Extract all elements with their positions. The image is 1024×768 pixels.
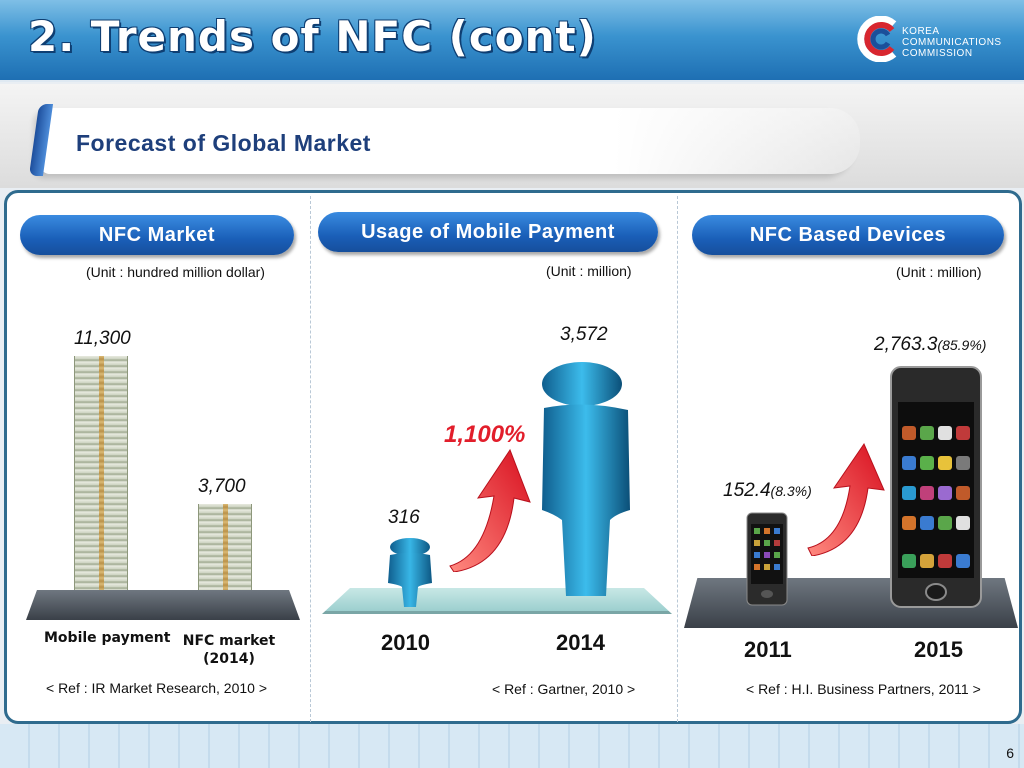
- growth-arrow-icon: [449, 448, 531, 572]
- page-number: 6: [1006, 745, 1014, 761]
- section-subtitle: Forecast of Global Market: [76, 130, 371, 156]
- logo-line-1: KOREA: [902, 26, 940, 37]
- devices-2011-value: 152.4(8.3%): [723, 480, 812, 502]
- footer-bar: [0, 724, 1024, 768]
- glass-platform: [322, 588, 672, 614]
- kcc-logo: KOREA COMMUNICATIONS COMMISSION: [850, 14, 1020, 64]
- devices-2011-number: 152.4: [723, 480, 771, 501]
- money-platform: [26, 590, 300, 620]
- mobile-payment-money-stack: [74, 356, 128, 608]
- nfc-market-label-line-1: NFC market: [182, 633, 276, 649]
- nfc-devices-unit: (Unit : million): [896, 264, 982, 280]
- usage-2010-value: 316: [388, 507, 420, 528]
- phone-2015-icon: [890, 366, 982, 608]
- nfc-market-heading: NFC Market: [20, 215, 294, 255]
- devices-2015-share: (85.9%): [937, 337, 987, 353]
- column-divider: [677, 196, 678, 722]
- nfc-devices-reference: < Ref : H.I. Business Partners, 2011 >: [746, 681, 981, 697]
- person-2014-icon: [542, 362, 630, 596]
- year-2015-label: 2015: [914, 637, 963, 662]
- device-growth-arrow-icon: [807, 442, 885, 556]
- mobile-payment-heading: Usage of Mobile Payment: [318, 212, 658, 252]
- growth-percentage: 1,100%: [444, 421, 526, 448]
- mobile-payment-reference: < Ref : Gartner, 2010 >: [492, 681, 636, 697]
- nfc-market-unit: (Unit : hundred million dollar): [86, 264, 265, 280]
- nfc-devices-heading: NFC Based Devices: [692, 215, 1004, 255]
- nfc-market-reference: < Ref : IR Market Research, 2010 >: [46, 680, 267, 696]
- mobile-payment-value: 11,300: [74, 328, 131, 349]
- nfc-market-value: 3,700: [198, 476, 246, 497]
- devices-2015-value: 2,763.3(85.9%): [874, 334, 986, 356]
- header-bar: 2. Trends of NFC (cont) KOREA COMMUNICAT…: [0, 0, 1024, 82]
- person-2010-icon: [388, 538, 432, 607]
- mobile-payment-label: Mobile payment: [44, 630, 171, 646]
- subtitle-bar: [40, 108, 860, 174]
- column-divider: [310, 196, 311, 722]
- devices-2015-number: 2,763.3: [874, 334, 938, 355]
- logo-text: KOREA COMMUNICATIONS COMMISSION: [902, 26, 1002, 59]
- year-2010-label: 2010: [381, 630, 430, 655]
- slide-title: 2. Trends of NFC (cont): [28, 12, 597, 61]
- nfc-market-label-line-2: (2014): [203, 651, 255, 667]
- mobile-payment-unit: (Unit : million): [546, 263, 632, 279]
- nfc-market-label: NFC market (2014): [178, 632, 280, 668]
- logo-line-3: COMMISSION: [902, 48, 973, 59]
- year-2011-label: 2011: [744, 637, 792, 662]
- phone-2011-icon: [746, 512, 788, 606]
- logo-line-2: COMMUNICATIONS: [902, 37, 1002, 48]
- devices-2011-share: (8.3%): [770, 483, 812, 499]
- usage-2014-value: 3,572: [560, 324, 608, 345]
- kcc-logo-icon: [857, 16, 897, 62]
- year-2014-label: 2014: [556, 630, 605, 655]
